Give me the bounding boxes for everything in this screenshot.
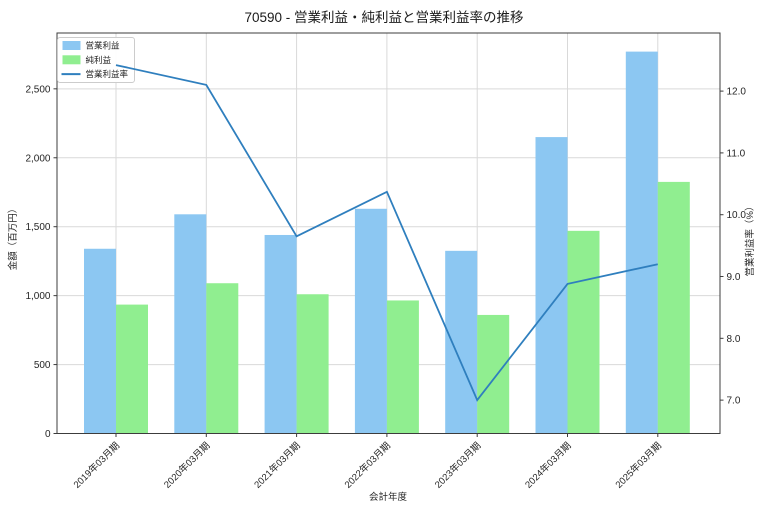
x-tick-label: 2021年03月期 xyxy=(252,440,303,491)
x-axis-title: 会計年度 xyxy=(369,491,408,503)
chart-title: 70590 - 営業利益・純利益と営業利益率の推移 xyxy=(244,10,524,25)
y-left-tick-label: 500 xyxy=(34,360,51,371)
profit-margin-line xyxy=(115,64,658,402)
y-left-tick-label: 0 xyxy=(45,429,51,440)
operating-profit-bar xyxy=(445,250,478,434)
y-left-tick-label: 1,000 xyxy=(25,291,50,302)
y-left-tick-label: 2,500 xyxy=(25,84,50,95)
y-right-tick-label: 8.0 xyxy=(727,334,741,345)
operating-profit-bar xyxy=(354,208,387,434)
plot-area-border xyxy=(56,32,721,434)
operating-profit-bar xyxy=(264,234,297,434)
legend-item-label: 営業利益率 xyxy=(86,69,129,79)
legend-swatch xyxy=(62,41,81,50)
y-right-tick-label: 7.0 xyxy=(727,396,741,407)
legend-item-label: 営業利益 xyxy=(86,41,121,51)
x-tick-label: 2024年03月期 xyxy=(523,440,574,491)
y-left-tick-label: 1,500 xyxy=(25,222,50,233)
operating-profit-bar xyxy=(84,248,116,434)
y-axis-title-right: 営業利益率（%） xyxy=(744,202,756,277)
x-tick-label: 2019年03月期 xyxy=(71,440,122,491)
operating-profit-bar xyxy=(174,214,207,434)
x-tick-label: 2022年03月期 xyxy=(342,440,393,491)
net-profit-bar xyxy=(116,304,148,434)
x-tick-label: 2025年03月期 xyxy=(613,440,664,491)
net-profit-bar xyxy=(567,230,600,434)
x-tick-label: 2020年03月期 xyxy=(161,440,212,491)
bar-series-group xyxy=(84,51,690,434)
y-right-tick-label: 11.0 xyxy=(727,148,746,159)
y-left-tick-label: 2,000 xyxy=(25,153,50,164)
legend-swatch xyxy=(62,55,81,65)
net-profit-bar xyxy=(386,300,419,434)
net-profit-bar xyxy=(477,314,510,434)
net-profit-bar xyxy=(296,294,329,434)
y-right-tick-label: 9.0 xyxy=(727,272,741,283)
line-series-group xyxy=(115,64,658,402)
y-right-tick-label: 10.0 xyxy=(727,210,747,221)
net-profit-bar xyxy=(657,181,690,434)
x-tick-label: 2023年03月期 xyxy=(432,440,483,491)
net-profit-bar xyxy=(206,283,239,434)
legend-item-label: 純利益 xyxy=(86,55,112,65)
operating-profit-bar xyxy=(625,51,658,434)
y-right-tick-label: 12.0 xyxy=(727,87,747,98)
y-axis-title-left: 金額（百万円） xyxy=(7,204,19,271)
operating-profit-bar xyxy=(535,137,568,434)
